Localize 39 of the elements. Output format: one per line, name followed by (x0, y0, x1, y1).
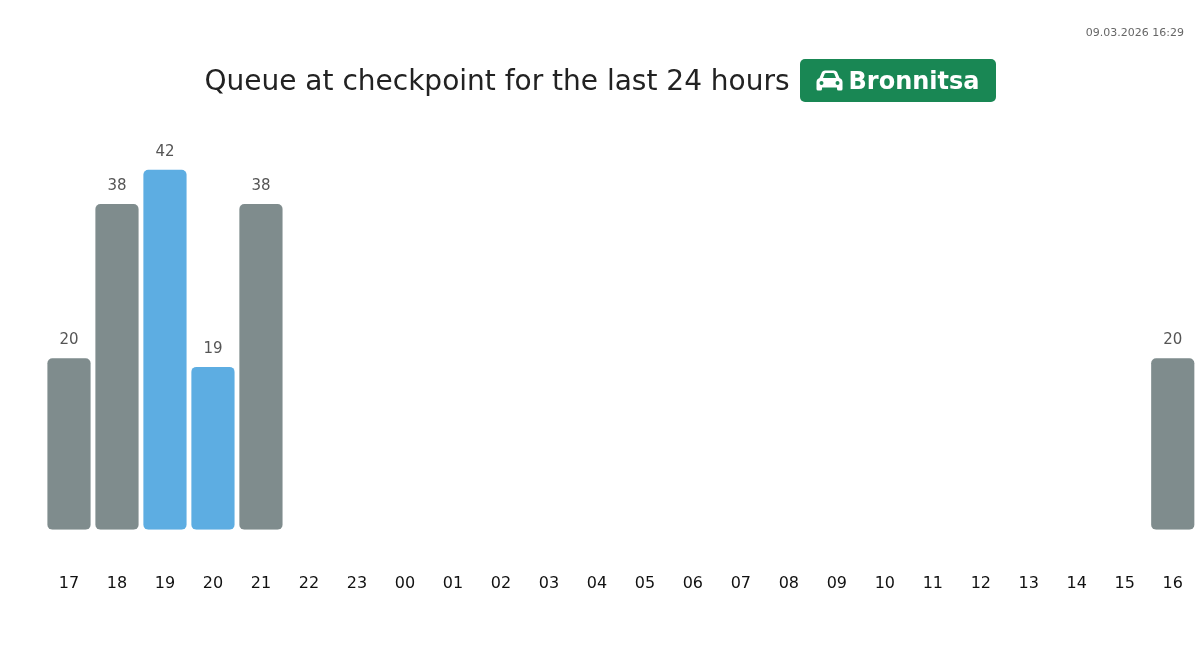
x-tick-label: 18 (106, 572, 128, 592)
bar (191, 366, 235, 530)
data-label: 38 (107, 176, 127, 195)
x-tick-label: 19 (154, 572, 176, 592)
bar (239, 204, 283, 530)
x-tick-label: 08 (778, 572, 800, 592)
x-tick-label: 16 (1162, 572, 1183, 592)
bar (1151, 358, 1195, 530)
x-tick-label: 03 (538, 572, 560, 592)
x-tick-label: 04 (586, 572, 608, 592)
x-tick-label: 09 (826, 572, 848, 592)
x-tick-label: 20 (202, 572, 224, 592)
x-tick-label: 02 (490, 572, 512, 592)
text: 09.03.2026 16:29 (1085, 26, 1184, 39)
x-tick-label: 01 (442, 572, 464, 592)
x-tick-label: 14 (1066, 572, 1087, 592)
x-tick-label: 15 (1114, 572, 1135, 592)
data-label: 19 (203, 338, 223, 357)
chart-subtitle: Bronnitsa (848, 66, 980, 95)
x-tick-label: 06 (682, 572, 704, 592)
chart-title: Queue at checkpoint for the last 24 hours (204, 64, 790, 97)
data-label: 38 (251, 176, 271, 195)
x-tick-label: 21 (250, 572, 272, 592)
x-tick-label: 13 (1018, 572, 1039, 592)
x-tick-label: 00 (394, 572, 416, 592)
bar (95, 204, 139, 530)
x-tick-label: 17 (58, 572, 80, 592)
x-tick-label: 10 (874, 572, 895, 592)
x-tick-label: 11 (922, 572, 943, 592)
x-tick-label: 07 (730, 572, 752, 592)
data-label: 20 (59, 330, 79, 349)
bar (47, 358, 91, 530)
data-label: 20 (1163, 330, 1183, 349)
x-tick-label: 05 (634, 572, 656, 592)
x-tick-label: 12 (970, 572, 991, 592)
x-tick-label: 22 (298, 572, 320, 592)
bar (143, 169, 187, 530)
x-tick-label: 23 (346, 572, 368, 592)
data-label: 42 (155, 141, 175, 160)
